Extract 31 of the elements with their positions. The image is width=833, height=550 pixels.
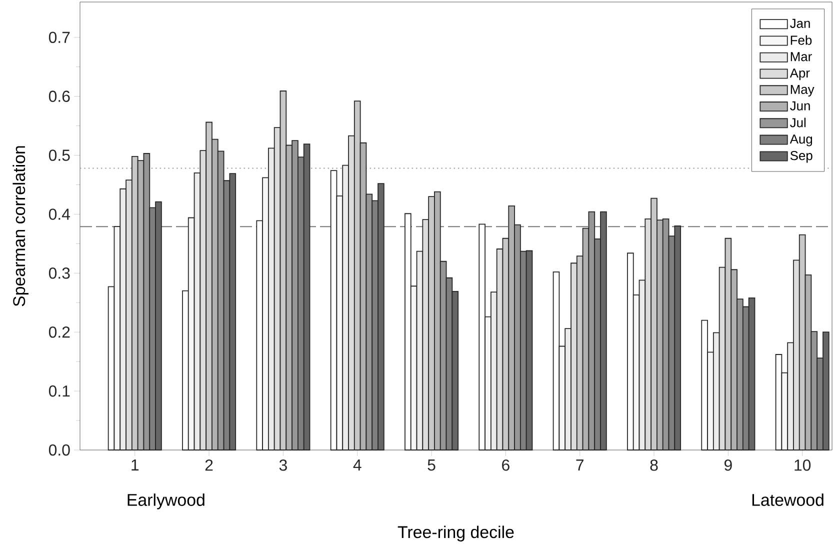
- legend-label: Sep: [790, 150, 812, 163]
- x-tick-label: 5: [428, 460, 436, 471]
- legend-label: Apr: [790, 68, 810, 80]
- x-tick-label: 4: [353, 460, 362, 470]
- legend-label: Jun: [790, 101, 810, 110]
- y-axis-title: Spearman correlation: [12, 146, 28, 306]
- x-tick-label: 1: [132, 460, 139, 470]
- y-tick-label: 0.2: [48, 326, 70, 338]
- legend-label: Mar: [790, 52, 812, 62]
- x-axis-title: Tree-ring decile: [398, 526, 514, 542]
- x-tick-label: 7: [576, 460, 584, 470]
- legend-label: Jul: [790, 118, 806, 128]
- legend-label: Feb: [790, 35, 812, 45]
- x-tick-label: 10: [794, 460, 811, 471]
- legend-label: May: [790, 84, 814, 97]
- y-tick-label: 0.1: [48, 385, 70, 397]
- text: Earlywood: [128, 494, 204, 510]
- x-tick-label: 9: [724, 460, 732, 471]
- y-tick-label: 0.0: [48, 444, 70, 456]
- legend-label: Aug: [790, 134, 812, 146]
- x-tick-label: 3: [279, 460, 287, 471]
- text: Latewood: [752, 494, 824, 506]
- y-tick-label: 0.7: [48, 32, 70, 44]
- y-tick-label: 0.4: [48, 208, 70, 220]
- x-tick-label: 2: [205, 460, 213, 471]
- x-tick-label: 6: [502, 460, 510, 471]
- x-tick-label: 8: [650, 460, 658, 471]
- y-tick-label: 0.3: [48, 268, 70, 279]
- legend-label: Jan: [790, 18, 810, 28]
- y-tick-label: 0.6: [48, 90, 70, 102]
- y-tick-label: 0.5: [48, 150, 70, 161]
